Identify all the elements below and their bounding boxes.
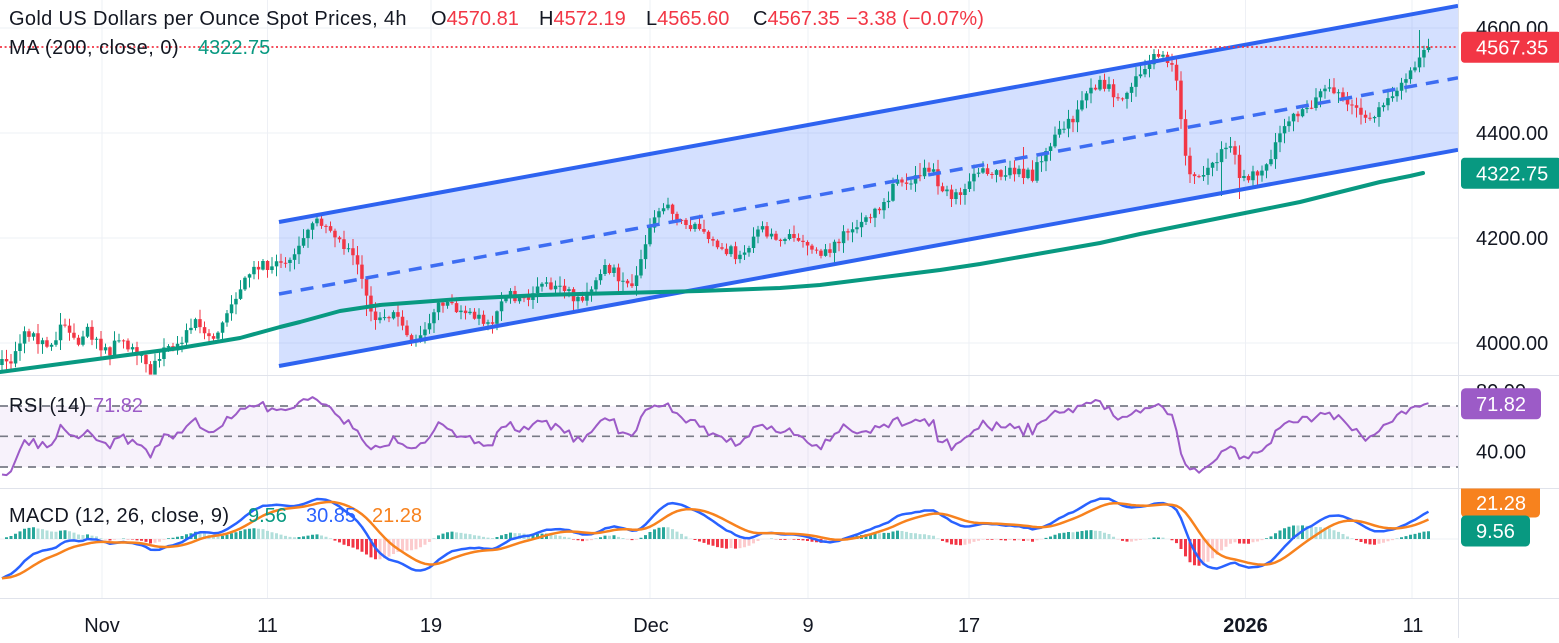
svg-text:9.56: 9.56 bbox=[1476, 521, 1515, 543]
svg-text:RSI (14)71.82: RSI (14) 71.82 bbox=[9, 395, 143, 417]
svg-text:71.82: 71.82 bbox=[1476, 394, 1526, 416]
svg-text:4322.75: 4322.75 bbox=[1476, 163, 1548, 185]
svg-text:Gold US Dollars per Ounce Spot: Gold US Dollars per Ounce Spot Prices, 4… bbox=[9, 8, 984, 30]
svg-text:Dec: Dec bbox=[633, 615, 669, 637]
svg-text:4567.35: 4567.35 bbox=[1476, 37, 1548, 59]
svg-text:4000.00: 4000.00 bbox=[1476, 333, 1548, 355]
svg-text:40.00: 40.00 bbox=[1476, 442, 1526, 464]
svg-text:4200.00: 4200.00 bbox=[1476, 228, 1548, 250]
svg-text:11: 11 bbox=[257, 615, 278, 637]
svg-text:17: 17 bbox=[958, 615, 980, 637]
svg-text:MA (200, close, 0)4322.75: MA (200, close, 0) 4322.75 bbox=[9, 37, 270, 59]
svg-text:4400.00: 4400.00 bbox=[1476, 123, 1548, 145]
svg-text:2026: 2026 bbox=[1223, 615, 1268, 637]
svg-text:Nov: Nov bbox=[84, 615, 120, 637]
svg-text:11: 11 bbox=[1403, 615, 1424, 637]
svg-text:19: 19 bbox=[420, 615, 442, 637]
svg-text:9: 9 bbox=[802, 615, 813, 637]
svg-text:21.28: 21.28 bbox=[1476, 493, 1526, 515]
